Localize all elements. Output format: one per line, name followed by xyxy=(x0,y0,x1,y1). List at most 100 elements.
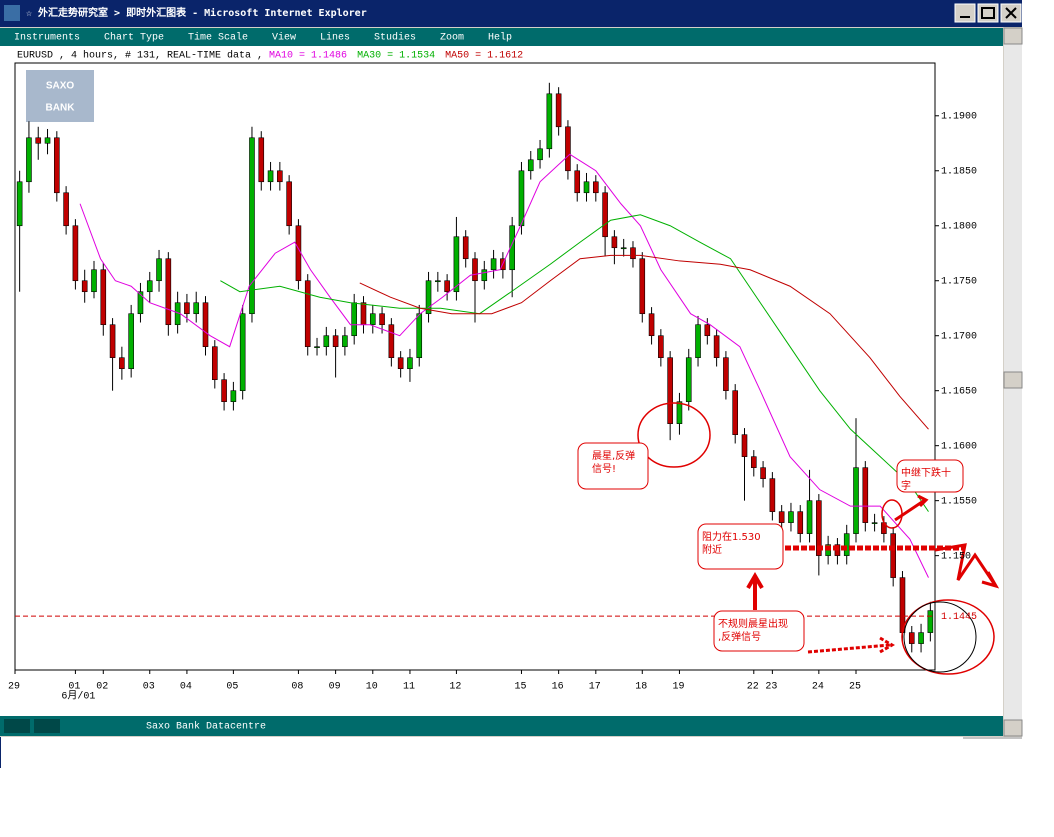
title-bar xyxy=(0,0,1022,27)
arrow xyxy=(746,572,764,610)
x-tick-label: 10 xyxy=(366,682,378,693)
candle-body xyxy=(16,181,23,227)
x-tick-label: 11 xyxy=(403,682,415,693)
x-tick-label: 08 xyxy=(291,682,303,693)
menu-item[interactable]: Chart Type xyxy=(104,32,164,44)
candle-body xyxy=(472,258,478,282)
candle-body xyxy=(918,632,924,644)
x-tick-label: 18 xyxy=(635,682,647,693)
annotation-box xyxy=(713,610,805,652)
chart-pane xyxy=(0,46,1003,716)
candle-body xyxy=(713,335,720,359)
status-button[interactable] xyxy=(4,719,30,733)
candle-body xyxy=(184,302,190,315)
candle-body xyxy=(249,137,255,315)
candle-body xyxy=(574,170,581,194)
window-buttons-glyphs xyxy=(960,7,1017,19)
menu-item[interactable]: Lines xyxy=(320,32,350,44)
menu-item[interactable]: Help xyxy=(488,32,512,44)
circle xyxy=(901,599,995,675)
y-tick-label: 1.1750 xyxy=(941,276,977,287)
x-tick-label: 03 xyxy=(143,682,155,693)
candle-body xyxy=(369,313,376,326)
candle-body xyxy=(695,324,701,359)
candle-body xyxy=(137,291,144,315)
legend-entry: MA10 = 1.1486 xyxy=(269,51,347,62)
candle-body xyxy=(453,236,460,293)
candle-body xyxy=(853,467,859,534)
status-text: Saxo Bank Datacentre xyxy=(146,721,266,733)
candle-body xyxy=(128,313,134,369)
x-tick-label: 25 xyxy=(849,682,861,693)
candle-body xyxy=(741,434,748,457)
candle-body xyxy=(732,390,739,435)
y-tick-label: 1.1800 xyxy=(941,221,977,232)
candle-body xyxy=(908,632,915,644)
app-icon xyxy=(4,5,20,21)
candle-body xyxy=(54,137,60,194)
candle-body xyxy=(527,159,534,172)
candle-body xyxy=(295,225,302,282)
menu-item[interactable]: View xyxy=(272,32,296,44)
annotation-drawings xyxy=(637,402,1000,675)
candle-body xyxy=(72,225,79,282)
minimize-button[interactable] xyxy=(954,3,976,23)
ma-line xyxy=(220,214,929,512)
circle xyxy=(903,601,977,673)
candle-body xyxy=(109,324,116,359)
candle-body xyxy=(620,247,627,250)
y-tick-label: 1.1600 xyxy=(941,441,977,452)
menu-item[interactable]: Instruments xyxy=(14,33,80,44)
candle-body xyxy=(425,280,432,315)
candle-body xyxy=(927,610,934,633)
x-tick-label: 22 xyxy=(747,682,759,693)
annotation-text: 附近 xyxy=(702,543,722,556)
candle-body xyxy=(360,302,367,326)
candle-body xyxy=(769,478,776,512)
arrow xyxy=(934,543,1000,589)
x-tick-label: 23 xyxy=(765,682,777,693)
y-tick-label: 1.1900 xyxy=(941,111,977,122)
candle-body xyxy=(81,280,88,293)
candle-body xyxy=(704,324,711,337)
x-tick-label: 09 xyxy=(329,682,341,693)
status-button[interactable] xyxy=(34,719,60,733)
scroll-up[interactable] xyxy=(1003,27,1023,45)
candle-body xyxy=(35,137,42,144)
candle-body xyxy=(156,258,162,282)
window-title: ☆ 外汇走势研究室 > 即时外汇图表 - Microsoft Internet … xyxy=(26,6,367,19)
candle-body xyxy=(239,313,246,391)
status-bar xyxy=(0,716,1003,736)
y-tick-label: 1.1550 xyxy=(941,496,977,507)
menu-item[interactable]: Zoom xyxy=(440,33,464,44)
candle-body xyxy=(788,511,794,523)
candle-body xyxy=(379,313,385,326)
candle-body xyxy=(806,500,813,534)
candle-body xyxy=(816,500,822,556)
candle-body xyxy=(314,346,320,349)
x-tick-label: 24 xyxy=(812,682,824,693)
candle-body xyxy=(267,170,274,183)
menu-item[interactable]: Time Scale xyxy=(188,32,248,44)
candle-body xyxy=(583,181,590,194)
candle-body xyxy=(750,456,757,468)
arrow xyxy=(807,636,895,654)
candle-body xyxy=(63,192,69,227)
candle-body xyxy=(602,192,608,238)
candle-body xyxy=(146,280,153,293)
candle-body xyxy=(342,335,348,348)
x-tick-label: 29 xyxy=(8,682,20,693)
annotation-text: ,反弹信号 xyxy=(718,630,761,643)
x-tick-label: 12 xyxy=(449,682,461,693)
candle-body xyxy=(648,313,655,337)
candle-body xyxy=(286,181,292,227)
legend-entry: MA30 = 1.1534 xyxy=(357,51,435,62)
logo-text: BANK xyxy=(46,103,76,114)
scroll-down[interactable] xyxy=(1003,719,1023,737)
scroll-thumb[interactable] xyxy=(1003,371,1023,389)
candle-body xyxy=(490,258,497,271)
candle-body xyxy=(435,280,441,283)
x-tick-label: 17 xyxy=(589,682,601,693)
menu-item[interactable]: Studies xyxy=(374,32,416,44)
